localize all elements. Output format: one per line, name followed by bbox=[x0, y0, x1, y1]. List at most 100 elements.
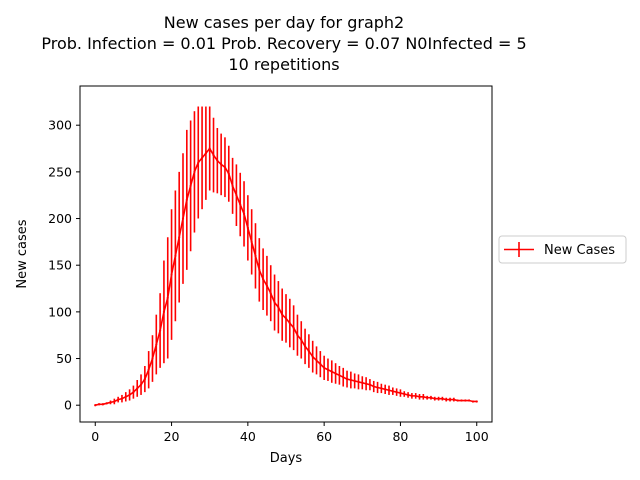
y-tick-label: 200 bbox=[48, 211, 72, 226]
data-point bbox=[468, 399, 471, 402]
data-point bbox=[262, 278, 265, 281]
x-tick-label: 0 bbox=[91, 429, 99, 444]
data-point bbox=[399, 391, 402, 395]
data-point bbox=[365, 382, 368, 385]
data-point bbox=[391, 390, 394, 393]
data-point bbox=[342, 376, 345, 379]
chart-title-line: 10 repetitions bbox=[228, 55, 339, 74]
data-point bbox=[254, 254, 257, 257]
data-point bbox=[380, 387, 383, 390]
data-point bbox=[334, 372, 337, 375]
data-point bbox=[384, 388, 387, 391]
data-point bbox=[361, 381, 364, 384]
data-point bbox=[178, 236, 181, 239]
axes-frame bbox=[79, 85, 493, 423]
data-point bbox=[120, 397, 124, 400]
data-point bbox=[147, 368, 150, 371]
data-point bbox=[101, 403, 104, 406]
y-tick-label: 100 bbox=[48, 304, 72, 319]
data-point bbox=[159, 329, 162, 332]
data-point bbox=[445, 398, 448, 401]
data-point bbox=[456, 399, 459, 402]
data-point bbox=[170, 273, 173, 276]
data-point bbox=[109, 401, 112, 404]
data-point bbox=[429, 396, 433, 399]
chart-title-line: Prob. Infection = 0.01 Prob. Recovery = … bbox=[41, 34, 526, 53]
legend-box bbox=[498, 235, 627, 264]
data-point bbox=[250, 240, 253, 243]
y-tick-label: 300 bbox=[48, 118, 72, 133]
data-point bbox=[208, 147, 211, 150]
x-tick-label: 80 bbox=[392, 429, 408, 444]
data-point bbox=[235, 194, 238, 197]
x-tick-label: 60 bbox=[316, 429, 332, 444]
data-point bbox=[227, 172, 230, 175]
data-point bbox=[426, 396, 429, 399]
data-point bbox=[433, 397, 436, 400]
data-point bbox=[475, 400, 478, 403]
data-point bbox=[113, 400, 116, 403]
data-point bbox=[281, 313, 284, 316]
data-point bbox=[441, 397, 444, 400]
data-point bbox=[300, 338, 303, 341]
y-axis-label: New cases bbox=[15, 219, 30, 288]
data-point bbox=[97, 403, 101, 406]
data-point bbox=[174, 254, 177, 257]
data-point bbox=[242, 212, 246, 215]
data-point bbox=[376, 386, 379, 389]
data-point bbox=[258, 268, 261, 271]
data-point bbox=[94, 404, 97, 407]
data-point bbox=[269, 292, 272, 295]
data-point bbox=[181, 217, 185, 220]
data-point bbox=[246, 226, 249, 229]
data-point bbox=[303, 345, 307, 348]
data-point bbox=[277, 306, 280, 309]
legend: New Cases bbox=[498, 235, 627, 264]
y-tick-label: 250 bbox=[48, 164, 72, 179]
data-point bbox=[143, 377, 146, 381]
data-point bbox=[273, 301, 276, 304]
data-point bbox=[395, 391, 398, 394]
y-axis: 0 50 100 150 200 250 300 bbox=[48, 118, 80, 413]
data-point bbox=[284, 317, 288, 320]
data-point bbox=[155, 343, 158, 346]
legend-label: New Cases bbox=[544, 243, 615, 258]
data-point bbox=[189, 184, 192, 187]
data-point bbox=[452, 398, 455, 401]
data-point bbox=[471, 400, 475, 403]
data-point bbox=[220, 163, 223, 166]
data-point bbox=[151, 357, 154, 360]
data-point bbox=[403, 392, 406, 396]
data-point bbox=[418, 395, 421, 398]
data-point bbox=[292, 326, 295, 329]
data-point bbox=[139, 383, 143, 386]
data-point bbox=[338, 374, 341, 377]
data-point bbox=[448, 398, 452, 401]
x-tick-label: 100 bbox=[465, 429, 489, 444]
data-point bbox=[326, 368, 330, 371]
data-point bbox=[185, 198, 188, 201]
data-point bbox=[311, 355, 314, 358]
data-point bbox=[193, 170, 196, 173]
data-point bbox=[464, 399, 467, 402]
data-point bbox=[372, 385, 375, 388]
data-point bbox=[288, 321, 291, 325]
data-point bbox=[132, 391, 135, 394]
data-point bbox=[128, 393, 131, 397]
data-point bbox=[406, 393, 410, 397]
data-point bbox=[200, 156, 204, 159]
data-point bbox=[319, 363, 322, 366]
data-point bbox=[197, 161, 200, 164]
data-point bbox=[323, 366, 326, 369]
chart-title-line: New cases per day for graph2 bbox=[164, 13, 404, 32]
data-point bbox=[212, 153, 215, 157]
data-point bbox=[117, 398, 120, 401]
data-point bbox=[265, 284, 269, 287]
data-point bbox=[231, 184, 234, 187]
data-point bbox=[166, 296, 169, 299]
data-point bbox=[223, 166, 227, 169]
x-axis-label: Days bbox=[270, 451, 303, 466]
data-point bbox=[216, 159, 219, 162]
data-point bbox=[124, 395, 127, 398]
